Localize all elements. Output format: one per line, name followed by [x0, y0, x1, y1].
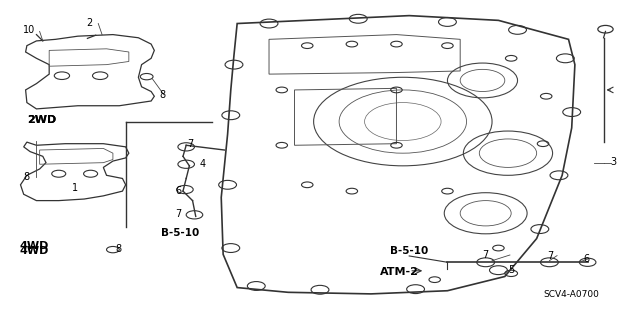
- Text: 5: 5: [508, 264, 515, 275]
- Text: 8: 8: [24, 172, 30, 182]
- Text: 1: 1: [72, 183, 77, 193]
- Text: 7: 7: [175, 209, 182, 219]
- Text: SCV4-A0700: SCV4-A0700: [544, 290, 600, 299]
- Text: 2WD: 2WD: [27, 115, 56, 125]
- Text: 8: 8: [159, 90, 165, 100]
- Text: 7: 7: [483, 250, 489, 260]
- Text: 7: 7: [187, 139, 193, 149]
- Text: 6: 6: [583, 254, 589, 264]
- Text: 2: 2: [86, 18, 92, 27]
- Text: ATM-2: ATM-2: [380, 267, 419, 277]
- Text: 4: 4: [200, 159, 206, 169]
- Text: 4WD: 4WD: [19, 241, 49, 251]
- Text: B-5-10: B-5-10: [161, 228, 199, 238]
- Text: 3: 3: [610, 157, 616, 167]
- Text: 7: 7: [548, 251, 554, 261]
- Text: 6: 6: [175, 186, 182, 196]
- Text: 2WD: 2WD: [27, 115, 56, 125]
- Text: 8: 8: [115, 244, 121, 254]
- Text: 10: 10: [22, 26, 35, 35]
- Text: 4WD: 4WD: [19, 246, 49, 256]
- Text: B-5-10: B-5-10: [390, 246, 428, 256]
